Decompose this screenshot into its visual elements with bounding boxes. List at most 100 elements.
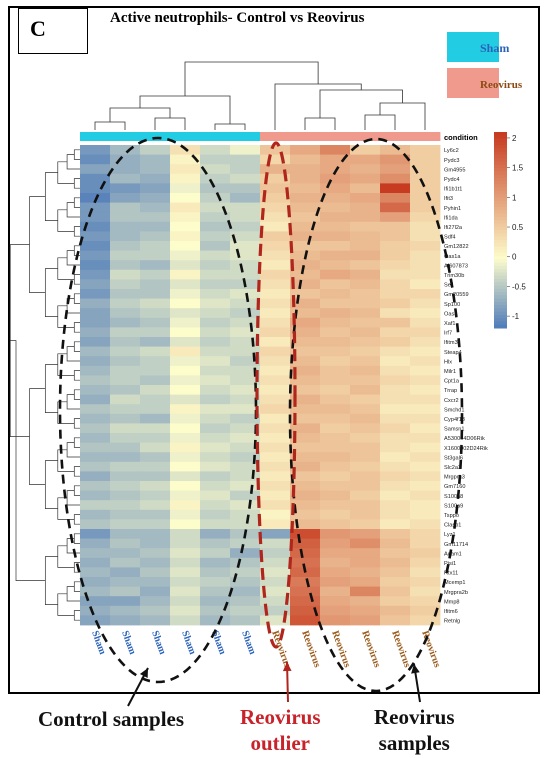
colorbar-segment [494,288,507,293]
heatmap-cell [200,221,231,232]
heatmap-cell [350,557,381,568]
heatmap-cell [140,577,171,587]
heatmap-cell [410,250,441,261]
heatmap-cell [350,337,381,347]
heatmap-cell [260,452,291,463]
heatmap-cell [290,241,321,251]
heatmap-cell [320,346,351,357]
heatmap-cell [260,173,291,184]
heatmap-cell [80,509,111,520]
heatmap-cell [260,183,291,194]
heatmap-cell [260,461,291,472]
heatmap-cell [230,231,261,242]
heatmap-cell [170,509,201,520]
heatmap-cell [200,509,231,520]
row-label: Ifi1b1t1 [444,187,462,193]
heatmap-cell [80,461,111,472]
heatmap-cell [410,385,441,395]
heatmap-cell [290,385,321,395]
heatmap-cell [200,452,231,463]
heatmap-cell [200,212,231,223]
heatmap-cell [320,519,351,530]
colorbar-segment [494,233,507,238]
heatmap-cell [290,164,321,175]
condition-legend: Sham Reovirus [447,32,523,98]
heatmap-cell [80,586,111,597]
heatmap-cell [110,385,141,395]
heatmap-cell [290,289,321,299]
caption-reovirus-samples: Reovirus samples [374,704,455,756]
heatmap-cell [260,289,291,299]
heatmap-cell [320,413,351,424]
colorbar-segment [494,151,507,156]
heatmap-cell [410,548,441,559]
heatmap-cell [140,394,171,405]
heatmap-cell [80,308,111,319]
heatmap-cell [170,519,201,530]
heatmap-cell [290,433,321,443]
heatmap-cell [380,577,411,587]
heatmap-cell [80,557,111,568]
heatmap-cell [260,404,291,415]
dendrogram-link [66,490,80,506]
heatmap-cell [170,442,201,453]
heatmap-cell [380,327,411,338]
heatmap-cell [410,241,441,251]
colorbar-segment [494,181,507,185]
heatmap-cell [350,490,381,501]
heatmap-cell [410,308,441,319]
heatmap-cell [230,221,261,232]
heatmap-cell [140,509,171,520]
caption-outlier-line1: Reovirus [240,705,321,729]
heatmap-cell [200,567,231,578]
outlier-arrow-head [282,662,292,672]
dendrogram-link [73,437,80,448]
heatmap-cell [350,356,381,367]
heatmap-cell [80,538,111,549]
heatmap-cell [410,164,441,175]
heatmap-cell [110,308,141,319]
dendrogram-link [73,485,80,496]
heatmap-cell [230,308,261,319]
colorbar-segment [494,269,507,273]
colorbar-segment [494,132,507,136]
heatmap-cell [320,260,351,271]
heatmap-cell [230,413,261,424]
heatmap-cell [200,500,231,511]
colorbar-segment [494,213,507,218]
heatmap-cell [230,500,261,511]
heatmap-cell [260,250,291,261]
heatmap-cell [290,586,321,597]
heatmap-cell [320,404,351,415]
condition-bar-cell [260,132,291,141]
dendrogram-link [73,418,80,429]
colorbar-segment [494,311,507,316]
heatmap-cell [110,375,141,386]
heatmap-cell [230,615,261,626]
heatmap-cell [140,413,171,424]
heatmap-cell [230,183,261,194]
heatmap-cell [380,308,411,319]
heatmap-cell [170,375,201,386]
heatmap-cell [170,586,201,597]
colorbar-segment [494,148,507,153]
heatmap-cell [350,241,381,251]
dendrogram-link [57,257,75,280]
heatmap-cell [80,375,111,386]
heatmap-cell [410,337,441,347]
heatmap-cell [350,500,381,511]
heatmap-cell [230,596,261,607]
heatmap-cell [290,557,321,568]
heatmap-cell [230,548,261,559]
heatmap-cell [80,519,111,530]
heatmap-cell [110,260,141,271]
heatmap-cell [350,221,381,232]
heatmap-cell [350,519,381,530]
heatmap-cell [170,260,201,271]
condition-bar-cell [230,132,261,141]
row-label: Tsppo [444,513,459,519]
heatmap-cell [290,413,321,424]
heatmap-cell [140,490,171,501]
heatmap-cell [140,183,171,194]
heatmap-cell [140,615,171,626]
